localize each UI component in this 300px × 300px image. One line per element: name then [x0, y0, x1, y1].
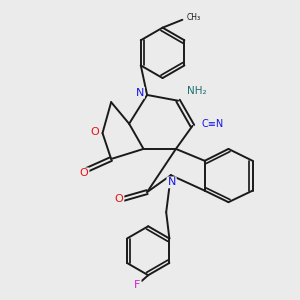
- Text: N: N: [167, 177, 176, 188]
- Text: CH₃: CH₃: [187, 14, 201, 22]
- Text: N: N: [136, 88, 144, 98]
- Text: F: F: [134, 280, 141, 290]
- Text: C≡N: C≡N: [201, 119, 224, 129]
- Text: O: O: [80, 168, 88, 178]
- Text: O: O: [115, 194, 123, 204]
- Text: O: O: [90, 127, 99, 137]
- Text: NH₂: NH₂: [187, 85, 207, 96]
